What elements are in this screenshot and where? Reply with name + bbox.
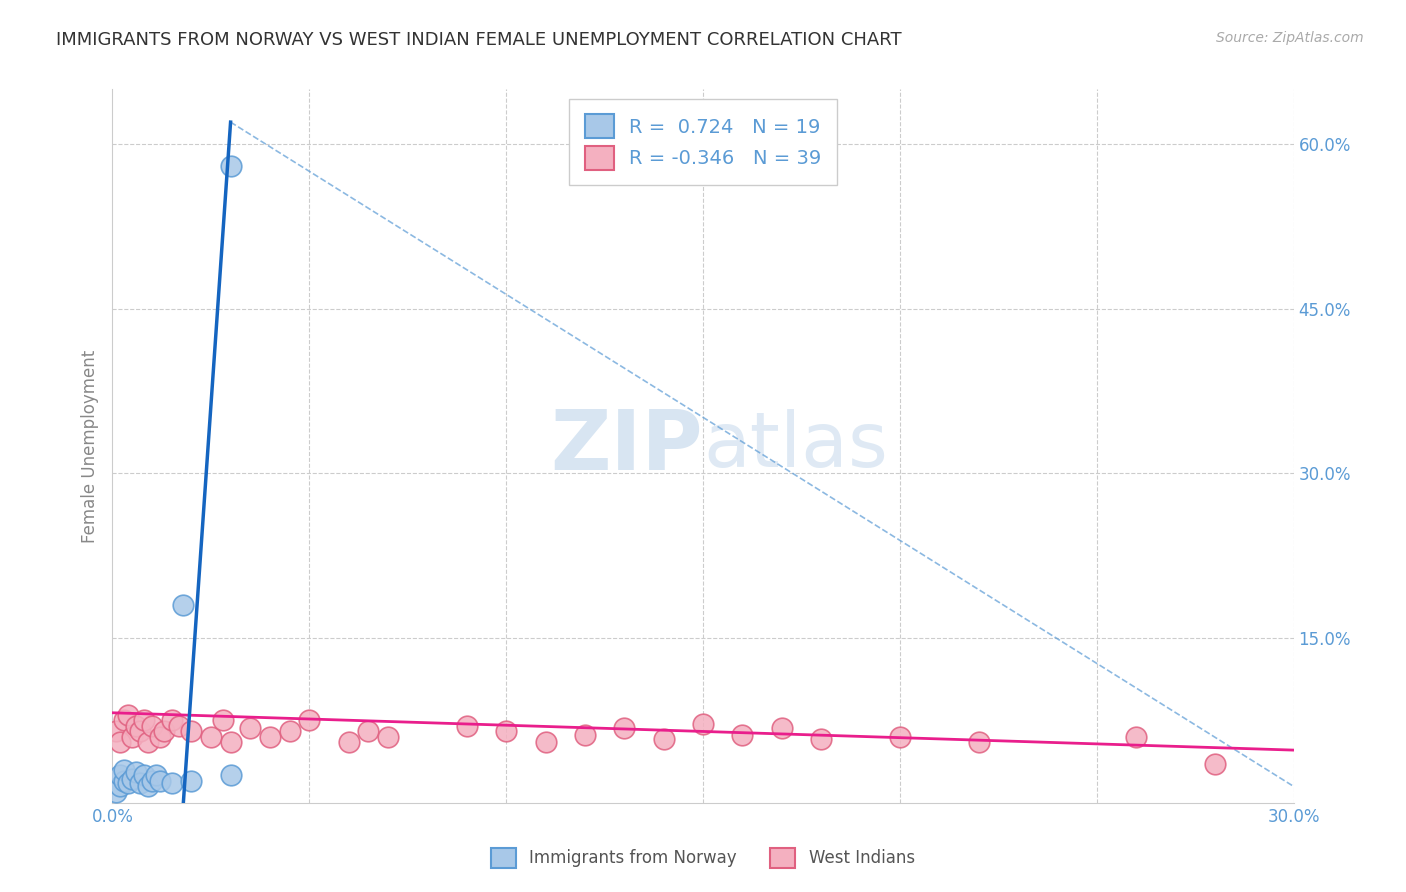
Point [810,732,832,747]
Point [141,773,163,788]
Point [169,719,191,733]
Point [149,773,172,788]
Point [160,714,183,728]
Point [456,719,478,733]
Point [534,735,557,749]
Point [117,776,139,790]
Point [652,732,675,747]
Point [574,728,596,742]
Point [298,714,321,728]
Legend: R =  0.724   N = 19, R = -0.346   N = 39: R = 0.724 N = 19, R = -0.346 N = 39 [569,99,837,186]
Point [770,721,793,735]
Point [180,724,202,739]
Point [112,714,135,728]
Point [1204,757,1226,772]
Point [105,785,128,799]
Legend: Immigrants from Norway, West Indians: Immigrants from Norway, West Indians [485,841,921,875]
Point [613,721,636,735]
Point [121,730,143,744]
Point [180,773,202,788]
Point [132,714,155,728]
Point [377,730,399,744]
Point [495,724,517,739]
Point [219,735,242,749]
Point [136,780,159,794]
Point [110,735,132,749]
Point [105,724,128,739]
Point [110,768,132,782]
Point [889,730,911,744]
Point [141,719,163,733]
Text: ZIP: ZIP [551,406,703,486]
Point [219,159,242,173]
Point [112,773,135,788]
Point [136,735,159,749]
Point [125,765,148,780]
Point [967,735,990,749]
Point [160,776,183,790]
Point [172,598,194,612]
Point [219,768,242,782]
Point [117,708,139,723]
Point [1125,730,1147,744]
Point [110,780,132,794]
Text: IMMIGRANTS FROM NORWAY VS WEST INDIAN FEMALE UNEMPLOYMENT CORRELATION CHART: IMMIGRANTS FROM NORWAY VS WEST INDIAN FE… [56,31,901,49]
Point [200,730,222,744]
Point [125,719,148,733]
Text: atlas: atlas [703,409,887,483]
Point [357,724,380,739]
Text: Source: ZipAtlas.com: Source: ZipAtlas.com [1216,31,1364,45]
Point [337,735,360,749]
Point [129,776,152,790]
Point [731,728,754,742]
Point [239,721,262,735]
Point [112,763,135,777]
Point [149,730,172,744]
Point [145,768,167,782]
Point [132,768,155,782]
Y-axis label: Female Unemployment: Female Unemployment [80,350,98,542]
Point [121,772,143,786]
Point [129,724,152,739]
Point [259,730,281,744]
Point [211,714,233,728]
Point [692,716,714,731]
Point [278,724,301,739]
Point [152,724,174,739]
